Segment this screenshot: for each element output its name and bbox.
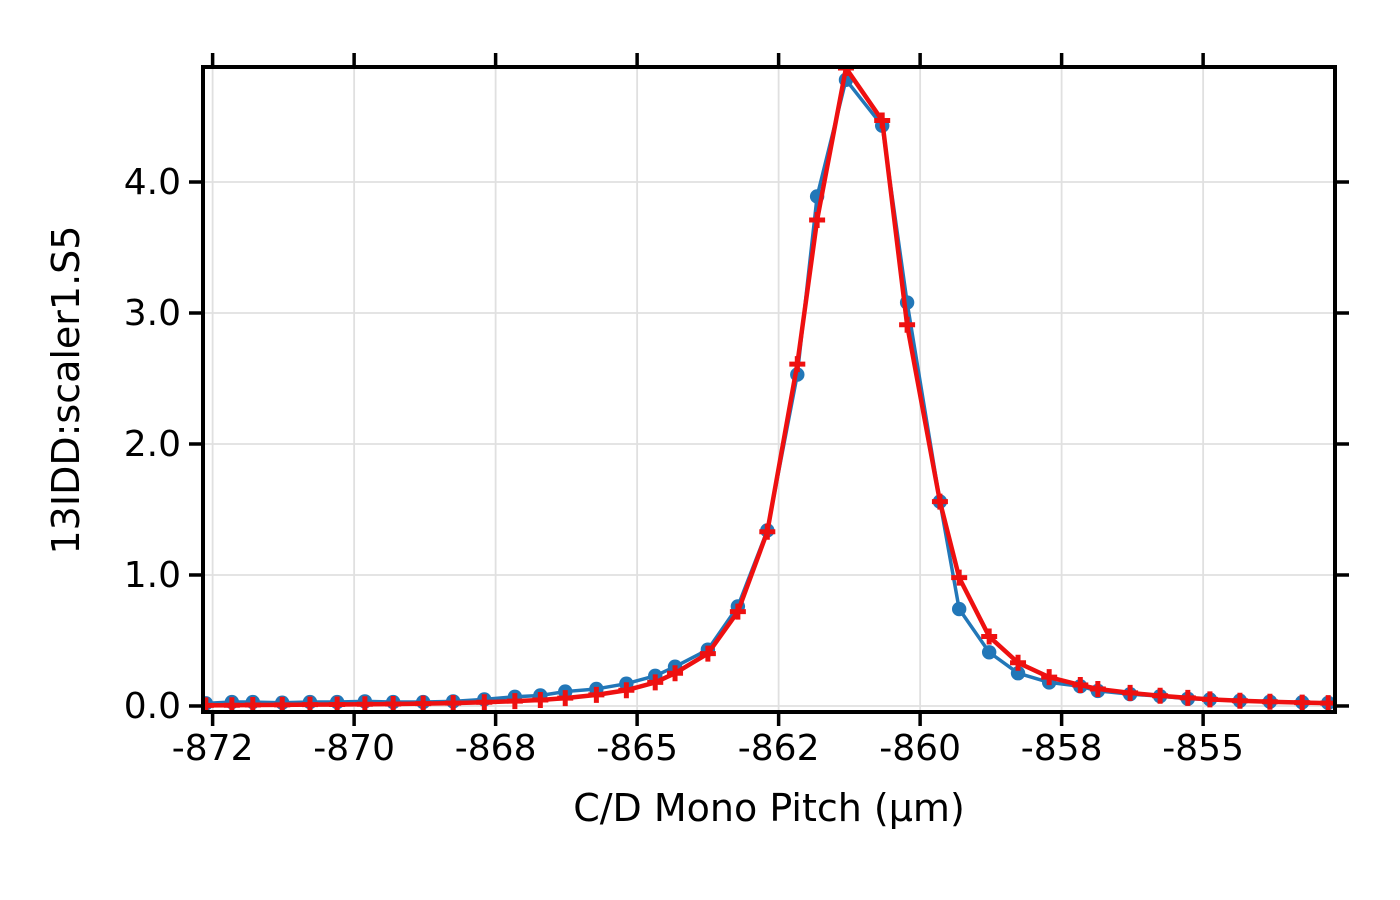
data-point-marker bbox=[981, 645, 997, 660]
fit-point-marker bbox=[1201, 691, 1218, 708]
x-tick-label: -865 bbox=[596, 728, 678, 769]
tick-layer bbox=[189, 53, 1349, 726]
data-layer bbox=[203, 67, 1335, 712]
fit-point-marker bbox=[1122, 684, 1139, 701]
x-tick-label: -868 bbox=[455, 728, 537, 769]
fit-point-marker bbox=[874, 112, 891, 129]
fit-point-marker bbox=[476, 694, 493, 711]
fit-point-marker bbox=[506, 693, 523, 710]
fit-point-marker bbox=[385, 696, 402, 712]
fit-point-marker bbox=[532, 691, 549, 708]
data-point-marker bbox=[1010, 666, 1026, 681]
fit-point-marker bbox=[445, 695, 462, 712]
x-tick-label: -858 bbox=[1021, 728, 1103, 769]
y-tick-label: 1.0 bbox=[124, 555, 181, 596]
fit-point-marker bbox=[1089, 680, 1106, 697]
fit-point-marker bbox=[1152, 687, 1169, 704]
fit-point-marker bbox=[951, 569, 968, 586]
y-tick-label: 3.0 bbox=[124, 293, 181, 334]
y-tick-label: 4.0 bbox=[124, 162, 181, 203]
fit-point-marker bbox=[931, 493, 948, 510]
fit-point-marker bbox=[1231, 692, 1248, 709]
fit-curve-line bbox=[205, 67, 1329, 708]
fit-point-marker bbox=[899, 316, 916, 333]
fit-point-marker bbox=[588, 686, 605, 703]
measured-scan-data-series bbox=[203, 72, 1335, 711]
fit-point-marker bbox=[557, 690, 574, 707]
x-tick-label: -862 bbox=[738, 728, 820, 769]
x-tick-label: -872 bbox=[172, 728, 254, 769]
x-tick-label: -870 bbox=[313, 728, 395, 769]
y-axis-title: 13IDD:scaler1.S5 bbox=[44, 225, 88, 555]
fit-point-marker bbox=[759, 523, 776, 540]
fit-point-marker bbox=[789, 356, 806, 373]
fit-point-marker bbox=[356, 696, 373, 712]
measured-scan-data-line bbox=[205, 78, 1329, 706]
fit-point-marker bbox=[415, 695, 432, 712]
fit-point-marker bbox=[301, 696, 318, 712]
fit-point-marker bbox=[667, 665, 684, 682]
fit-point-marker bbox=[809, 211, 826, 228]
plot-border bbox=[201, 65, 1337, 714]
fit-point-marker bbox=[1041, 669, 1058, 686]
fit-point-marker bbox=[1261, 693, 1278, 710]
fit-point-marker bbox=[329, 696, 346, 712]
fit-curve-series bbox=[203, 67, 1335, 712]
fit-point-marker bbox=[981, 628, 998, 645]
fit-point-marker bbox=[647, 674, 664, 691]
y-tick-label: 0.0 bbox=[124, 686, 181, 727]
x-tick-label: -855 bbox=[1162, 728, 1244, 769]
fit-point-marker bbox=[1294, 694, 1311, 711]
x-axis-title: C/D Mono Pitch (µm) bbox=[573, 786, 965, 830]
fit-point-marker bbox=[1179, 689, 1196, 706]
fit-point-marker bbox=[1010, 654, 1027, 671]
y-tick-label: 2.0 bbox=[124, 424, 181, 465]
data-point-marker bbox=[951, 601, 967, 617]
tick-label-layer: -872 -870 -868 -865 -862 -860 -858 -855 0.0 1.0 2.… bbox=[124, 162, 1244, 769]
grid-layer bbox=[203, 67, 1335, 712]
fit-point-marker bbox=[618, 682, 635, 699]
fit-point-marker bbox=[1072, 677, 1089, 694]
fit-point-marker bbox=[729, 603, 746, 620]
fit-point-marker bbox=[699, 645, 716, 662]
x-tick-label: -860 bbox=[879, 728, 961, 769]
